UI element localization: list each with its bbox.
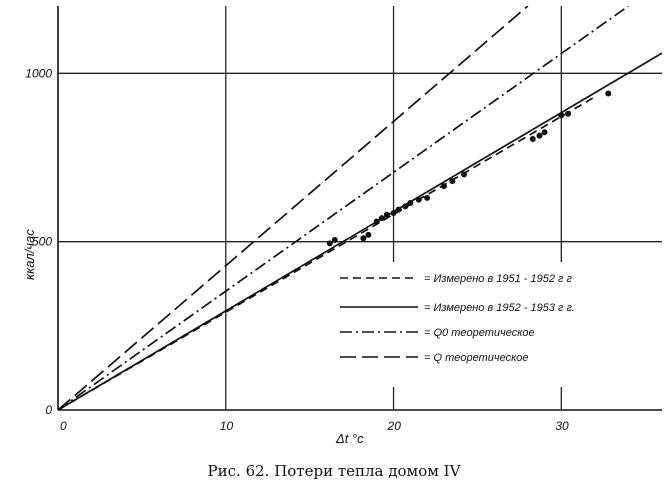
data-point — [461, 171, 468, 178]
data-point — [541, 129, 548, 136]
data-point — [395, 206, 402, 213]
x-axis-label: Δt °с — [335, 431, 364, 446]
legend-label-q-theoretical: = Q теоретическое — [424, 352, 529, 364]
figure-caption: Рис. 62. Потери тепла домом IV — [207, 462, 461, 480]
data-point — [424, 194, 431, 201]
axes — [57, 6, 662, 411]
legend-label-q0-theoretical: = Q0 теоретическое — [424, 327, 535, 339]
legend-background — [318, 262, 653, 387]
measurement-points — [326, 90, 612, 247]
y-tick-label-0: 0 — [45, 403, 52, 417]
data-point — [326, 240, 333, 247]
data-point — [440, 183, 447, 190]
x-tick-label-20: 20 — [387, 419, 402, 433]
data-point — [536, 132, 543, 139]
data-point — [365, 231, 372, 238]
legend: = Измерено в 1951 - 1952 г г = Измерено … — [318, 262, 653, 387]
data-point — [390, 210, 397, 217]
y-axis-label: ккал/час — [22, 229, 37, 280]
legend-label-measured-1952: = Измерено в 1952 - 1953 г г. — [424, 302, 575, 314]
x-tick-label-10: 10 — [220, 419, 234, 433]
x-tick-label-30: 30 — [555, 419, 569, 433]
data-point — [529, 135, 536, 142]
y-tick-label-500: 500 — [32, 235, 52, 249]
series-line-3-longdash — [58, 6, 529, 410]
data-point — [402, 203, 409, 210]
data-point — [558, 112, 565, 119]
data-point — [373, 218, 380, 225]
data-point — [415, 196, 422, 203]
data-point — [449, 178, 456, 185]
tick-labels: 0 10 20 30 0 500 1000 — [25, 66, 569, 433]
data-point — [360, 235, 367, 242]
legend-label-measured-1951: = Измерено в 1951 - 1952 г г — [424, 273, 573, 285]
x-tick-label-0: 0 — [60, 419, 67, 433]
y-tick-label-1000: 1000 — [25, 66, 52, 80]
heat-loss-chart: 0 10 20 30 0 500 1000 ккал/час Δt °с = Измерен… — [22, 6, 662, 446]
data-point — [565, 110, 572, 117]
grid — [58, 6, 662, 410]
data-point — [378, 215, 385, 222]
data-point — [605, 90, 612, 97]
series-line-2-dashdot — [58, 6, 629, 410]
data-point — [407, 199, 414, 206]
data-point — [383, 211, 390, 218]
data-point — [331, 236, 338, 243]
